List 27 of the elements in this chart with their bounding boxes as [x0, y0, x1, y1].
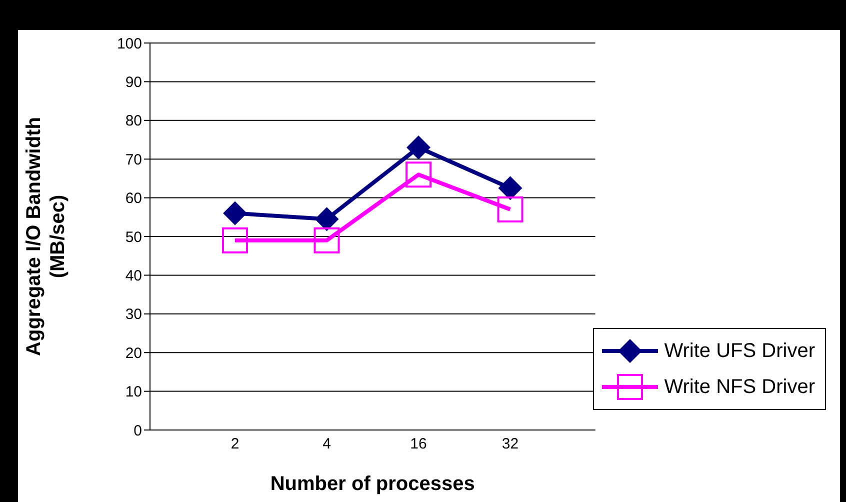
- x-tick-label: 32: [502, 436, 519, 453]
- y-axis-title: Aggregate I/O Bandwidth (MB/sec): [23, 117, 69, 356]
- y-tick-label: 50: [125, 228, 142, 246]
- y-tick-label: 60: [125, 190, 142, 208]
- y-tick-label: 80: [125, 112, 142, 130]
- x-tick-label: 2: [230, 436, 240, 453]
- x-tick-label: 4: [322, 436, 331, 453]
- x-axis-title: Number of processes: [270, 473, 475, 495]
- point: [223, 201, 247, 226]
- point: [314, 227, 340, 254]
- point: [222, 227, 248, 254]
- legend-label: Write NFS Driver: [664, 376, 815, 398]
- y-tick-label: 10: [125, 384, 142, 401]
- y-tick-label: 20: [125, 344, 142, 362]
- point: [406, 162, 432, 188]
- y-tick-label: 40: [125, 268, 142, 285]
- legend-label: Write UFS Driver: [664, 340, 815, 362]
- point: [497, 196, 524, 222]
- y-tick-label: 90: [125, 74, 142, 92]
- y-tick-label: 70: [125, 151, 142, 168]
- y-tick-label: 100: [116, 35, 142, 52]
- y-tick-label: 0: [134, 422, 142, 440]
- point: [314, 207, 339, 232]
- point: [406, 135, 430, 160]
- x-tick-label: 16: [410, 436, 427, 453]
- y-tick-label: 30: [125, 306, 142, 324]
- point: [498, 176, 522, 200]
